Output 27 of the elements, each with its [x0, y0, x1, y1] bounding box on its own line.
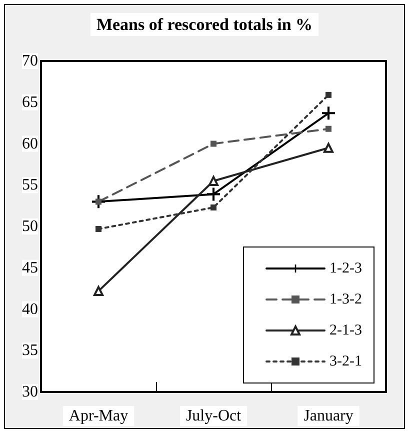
- y-tick-label: 45: [22, 259, 38, 276]
- x-tick-label: January: [304, 408, 354, 424]
- chart-title: Means of rescored totals in %: [96, 15, 313, 34]
- y-tick-label: 50: [22, 218, 38, 235]
- point: [326, 126, 332, 132]
- x-tick-label: July-Oct: [186, 408, 242, 424]
- y-tick-label: 65: [22, 94, 38, 111]
- y-tick-label: 30: [22, 384, 38, 400]
- point: [96, 226, 102, 232]
- point: [210, 140, 216, 147]
- point: [324, 142, 334, 153]
- x-tick-label: Apr-May: [68, 408, 128, 424]
- legend-label: 3-2-1: [330, 354, 362, 370]
- y-tick-label: 40: [22, 300, 38, 318]
- point: [208, 176, 218, 186]
- y-tick-label: 55: [22, 176, 38, 194]
- point: [322, 106, 335, 120]
- point: [326, 92, 332, 98]
- point: [94, 286, 104, 296]
- point: [210, 204, 216, 210]
- y-tick-label: 35: [22, 342, 38, 360]
- legend-label: 2-1-3: [330, 322, 362, 338]
- legend-label: 1-2-3: [330, 260, 362, 276]
- y-tick-label: 70: [22, 52, 38, 70]
- y-tick-label: 60: [22, 135, 38, 152]
- legend-label: 1-3-2: [330, 292, 362, 308]
- point: [207, 188, 220, 201]
